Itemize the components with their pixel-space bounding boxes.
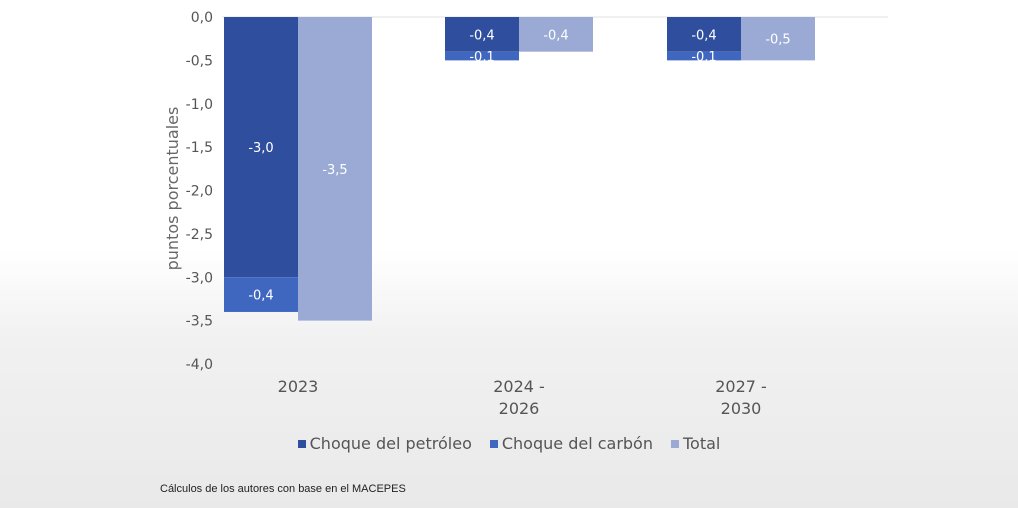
x-category-label: 2023 [278, 377, 319, 396]
legend-swatch-carbon [490, 440, 498, 448]
y-tick-label: -3,5 [186, 314, 213, 330]
legend-label-carbon: Choque del carbón [502, 434, 653, 453]
data-label: -0,4 [469, 28, 494, 43]
y-tick-label: -2,0 [186, 184, 213, 200]
y-tick-label: 0,0 [191, 10, 213, 26]
data-label: -0,1 [469, 50, 494, 65]
y-tick-label: -2,5 [186, 227, 213, 243]
data-label: -0,4 [691, 28, 716, 43]
x-category-label: 2024 - [493, 377, 545, 396]
legend-label-total: Total [683, 434, 720, 453]
legend-swatch-petroleo [298, 440, 306, 448]
x-category-label: 2027 - [715, 377, 767, 396]
legend-label-petroleo: Choque del petróleo [310, 434, 472, 453]
legend-swatch-total [671, 440, 679, 448]
y-tick-label: -0,5 [186, 53, 213, 69]
source-note: Cálculos de los autores con base en el M… [160, 483, 406, 495]
legend-item-petroleo: Choque del petróleo [298, 434, 472, 453]
data-label-total: -3,5 [322, 163, 347, 178]
y-tick-label: -3,0 [186, 270, 213, 286]
legend-item-total: Total [671, 434, 720, 453]
data-label: -3,0 [248, 141, 273, 156]
y-tick-label: -4,0 [186, 357, 213, 373]
bar-chart: puntos porcentuales 0,0 -0,5 -1,0 -1,5 -2,0 -2… [0, 0, 1018, 430]
data-label-total: -0,5 [765, 33, 790, 48]
x-category-label: 2030 [721, 399, 762, 418]
y-tick-label: -1,5 [186, 140, 213, 156]
legend: Choque del petróleo Choque del carbón To… [0, 434, 1018, 453]
y-axis-label: puntos porcentuales [163, 107, 182, 271]
x-category-label: 2026 [499, 399, 540, 418]
data-label-total: -0,4 [543, 28, 568, 43]
y-tick-label: -1,0 [186, 97, 213, 113]
data-label: -0,1 [691, 50, 716, 65]
data-label: -0,4 [248, 289, 273, 304]
legend-item-carbon: Choque del carbón [490, 434, 653, 453]
